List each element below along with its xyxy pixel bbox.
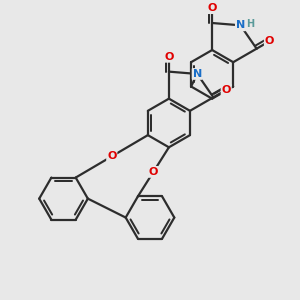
Text: N: N xyxy=(193,69,202,79)
Text: O: O xyxy=(265,36,274,46)
Text: H: H xyxy=(246,19,254,29)
Text: O: O xyxy=(164,52,174,62)
Text: O: O xyxy=(107,152,116,161)
Text: O: O xyxy=(222,85,231,95)
Text: O: O xyxy=(208,3,217,13)
Text: N: N xyxy=(236,20,245,30)
Text: O: O xyxy=(149,167,158,177)
